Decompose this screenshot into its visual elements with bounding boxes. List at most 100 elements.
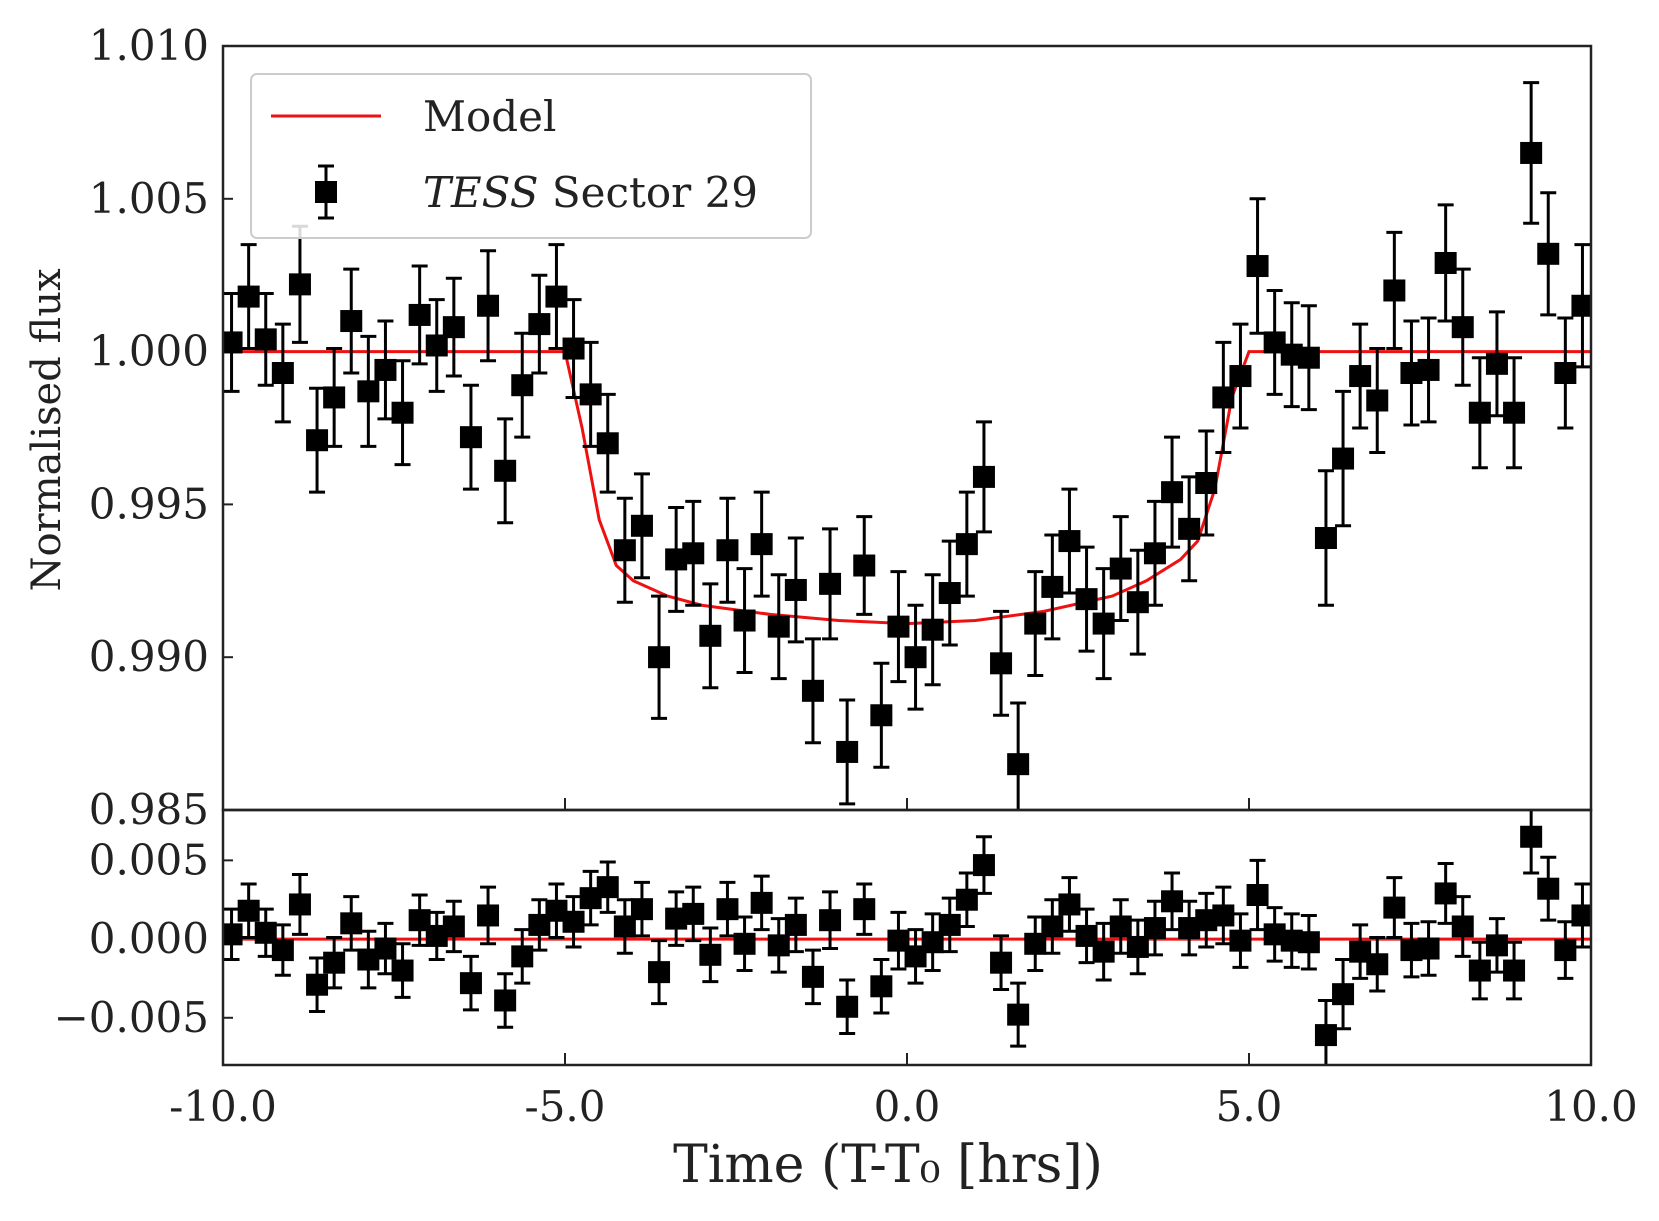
data-point bbox=[562, 337, 585, 360]
data-point bbox=[1503, 959, 1526, 982]
data-point bbox=[459, 426, 482, 449]
data-point bbox=[306, 973, 329, 996]
data-point bbox=[408, 303, 431, 326]
x-tick-label: -10.0 bbox=[169, 1082, 277, 1131]
data-point bbox=[870, 975, 893, 998]
data-point bbox=[887, 929, 910, 952]
data-point bbox=[1024, 932, 1047, 955]
data-point bbox=[1554, 939, 1577, 962]
data-point bbox=[1007, 753, 1030, 776]
data-point bbox=[579, 383, 602, 406]
data-point bbox=[1143, 917, 1166, 940]
data-point bbox=[425, 924, 448, 947]
data-point bbox=[1041, 915, 1064, 938]
y-tick-label: 0.005 bbox=[89, 835, 209, 884]
data-point bbox=[904, 945, 927, 968]
data-point bbox=[990, 652, 1013, 675]
data-point bbox=[408, 909, 431, 932]
data-point bbox=[1195, 909, 1218, 932]
data-point bbox=[733, 609, 756, 632]
y-tick-label: 1.005 bbox=[89, 174, 209, 223]
data-point bbox=[1571, 904, 1591, 927]
data-point bbox=[1092, 612, 1115, 635]
data-point bbox=[477, 904, 500, 927]
data-point bbox=[630, 898, 653, 921]
data-point bbox=[750, 533, 773, 556]
data-point bbox=[1434, 251, 1457, 274]
data-point bbox=[1195, 472, 1218, 495]
data-point bbox=[699, 943, 722, 966]
data-point bbox=[1349, 365, 1372, 388]
data-point bbox=[955, 888, 978, 911]
data-point bbox=[1314, 527, 1337, 550]
data-point bbox=[374, 937, 397, 960]
data-point bbox=[1178, 917, 1201, 940]
data-point bbox=[579, 887, 602, 910]
data-point bbox=[801, 679, 824, 702]
data-point bbox=[784, 578, 807, 601]
data-point bbox=[340, 310, 363, 333]
data-point bbox=[1280, 929, 1303, 952]
data-point bbox=[1468, 401, 1491, 424]
data-point bbox=[767, 615, 790, 638]
plot-area bbox=[223, 81, 1591, 810]
data-point bbox=[1332, 447, 1355, 470]
data-point bbox=[1161, 890, 1184, 913]
data-point bbox=[1246, 884, 1269, 906]
data-point bbox=[1058, 893, 1081, 916]
data-point bbox=[254, 921, 277, 944]
y-axis-title: Normalised flux bbox=[24, 268, 70, 592]
data-point bbox=[1349, 940, 1372, 963]
data-point bbox=[716, 539, 739, 562]
data-point bbox=[613, 539, 636, 562]
data-point bbox=[648, 961, 671, 984]
data-point bbox=[699, 624, 722, 647]
data-point bbox=[1520, 141, 1543, 164]
data-point bbox=[1212, 904, 1235, 927]
data-point bbox=[665, 907, 688, 930]
data-point bbox=[665, 548, 688, 571]
data-point bbox=[223, 331, 243, 354]
data-point bbox=[1485, 352, 1508, 375]
data-point bbox=[306, 429, 329, 452]
data-point bbox=[853, 898, 876, 921]
data-point bbox=[494, 459, 517, 482]
data-point bbox=[1126, 935, 1149, 958]
data-point bbox=[596, 876, 619, 899]
data-point bbox=[545, 285, 568, 308]
data-point bbox=[391, 959, 414, 982]
data-point bbox=[271, 361, 294, 384]
data-point bbox=[357, 948, 380, 971]
data-point bbox=[836, 995, 859, 1018]
data-point bbox=[1503, 401, 1526, 424]
data-point bbox=[1383, 896, 1406, 919]
data-point bbox=[545, 899, 568, 922]
data-point bbox=[836, 740, 859, 763]
data-point bbox=[562, 910, 585, 933]
x-axis-title: Time (T-T₀ [hrs]) bbox=[673, 1135, 1103, 1195]
data-point bbox=[801, 965, 824, 988]
data-point bbox=[1400, 939, 1423, 962]
data-point bbox=[1366, 953, 1389, 976]
data-point bbox=[1263, 923, 1286, 946]
data-point bbox=[1109, 557, 1132, 580]
data-point bbox=[1537, 242, 1560, 265]
data-point bbox=[1332, 983, 1355, 1006]
data-point bbox=[391, 401, 414, 424]
data-point bbox=[682, 542, 705, 565]
data-point bbox=[972, 465, 995, 488]
data-point bbox=[596, 432, 619, 455]
data-point bbox=[1178, 517, 1201, 540]
legend-label: Model bbox=[423, 92, 556, 141]
x-tick-label: -5.0 bbox=[525, 1082, 606, 1131]
data-point bbox=[853, 554, 876, 577]
data-point bbox=[1297, 931, 1320, 954]
data-point bbox=[1417, 358, 1440, 381]
x-tick-label: 0.0 bbox=[874, 1082, 941, 1131]
data-point bbox=[442, 915, 465, 938]
data-point bbox=[904, 646, 927, 669]
data-point bbox=[1075, 588, 1098, 611]
data-point bbox=[819, 909, 842, 932]
data-point bbox=[1314, 1024, 1337, 1047]
